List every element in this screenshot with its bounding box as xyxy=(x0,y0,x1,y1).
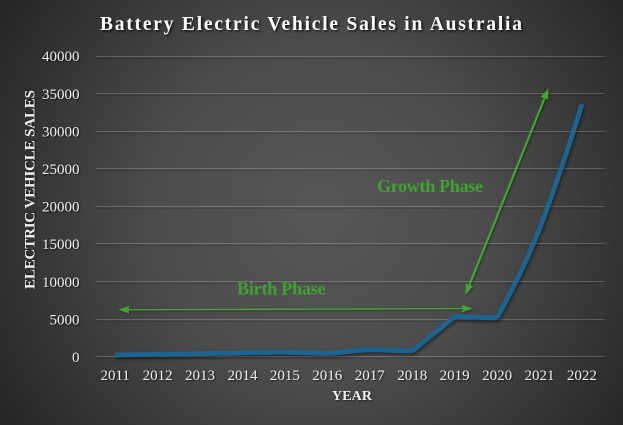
svg-text:10000: 10000 xyxy=(42,275,80,291)
svg-text:25000: 25000 xyxy=(42,162,80,178)
svg-text:2019: 2019 xyxy=(440,368,470,384)
svg-text:2021: 2021 xyxy=(525,368,555,384)
svg-text:40000: 40000 xyxy=(42,49,80,65)
svg-text:20000: 20000 xyxy=(42,200,80,216)
svg-text:2015: 2015 xyxy=(270,368,300,384)
svg-text:2018: 2018 xyxy=(397,368,427,384)
svg-text:2022: 2022 xyxy=(567,368,597,384)
svg-text:2020: 2020 xyxy=(482,368,512,384)
svg-text:YEAR: YEAR xyxy=(332,389,373,404)
svg-text:Growth Phase: Growth Phase xyxy=(377,176,483,196)
svg-text:Birth Phase: Birth Phase xyxy=(237,279,326,299)
svg-text:Battery Electric Vehicle Sales: Battery Electric Vehicle Sales in Austra… xyxy=(100,14,522,35)
svg-text:2013: 2013 xyxy=(185,368,215,384)
svg-text:ELECTRIC VEHICLE SALES: ELECTRIC VEHICLE SALES xyxy=(23,90,39,289)
svg-text:5000: 5000 xyxy=(50,312,80,328)
svg-text:2014: 2014 xyxy=(228,368,259,384)
svg-text:2017: 2017 xyxy=(355,368,386,384)
svg-text:2012: 2012 xyxy=(143,368,173,384)
svg-text:30000: 30000 xyxy=(42,124,80,140)
svg-text:2016: 2016 xyxy=(312,368,343,384)
svg-text:35000: 35000 xyxy=(42,87,80,103)
svg-text:0: 0 xyxy=(72,350,80,366)
svg-text:2011: 2011 xyxy=(100,368,129,384)
svg-text:15000: 15000 xyxy=(42,237,80,253)
